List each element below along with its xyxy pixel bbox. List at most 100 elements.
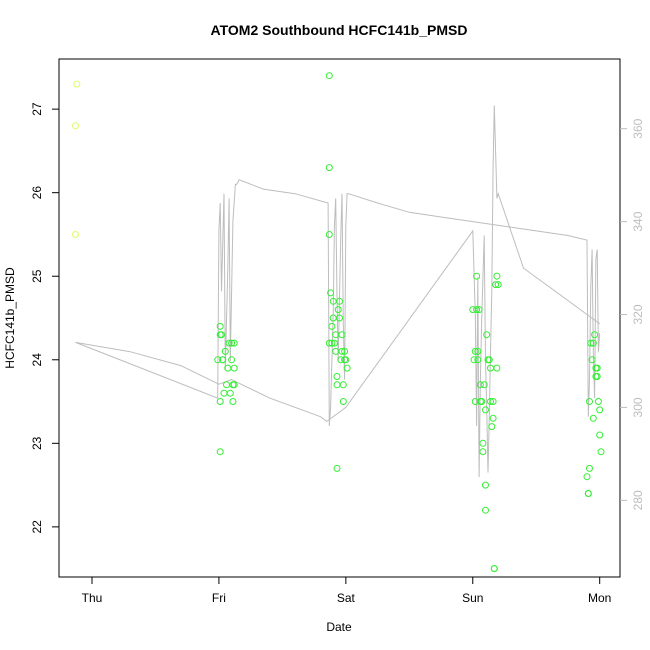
data-point — [343, 364, 351, 372]
data-point — [596, 431, 604, 439]
data-point — [228, 339, 236, 347]
data-point — [493, 364, 501, 372]
data-point — [596, 406, 604, 414]
data-point — [214, 356, 222, 364]
data-point — [341, 347, 349, 355]
data-point — [490, 565, 498, 573]
data-point — [325, 339, 333, 347]
data-point — [230, 339, 238, 347]
data-point — [229, 398, 237, 405]
data-point — [223, 381, 230, 389]
data-point — [482, 406, 489, 414]
line-series-group — [75, 105, 601, 478]
y-tick-label: 23 — [30, 436, 44, 450]
data-point — [474, 347, 482, 355]
data-point — [72, 231, 79, 238]
data-point — [230, 364, 238, 372]
data-point — [339, 398, 347, 405]
data-point — [591, 331, 599, 339]
data-point — [483, 331, 491, 339]
data-point — [586, 464, 593, 472]
data-point — [330, 339, 338, 347]
data-point — [342, 356, 350, 364]
data-point — [333, 381, 341, 389]
x-axis: Thu Fri Sat Sun Mon — [82, 577, 611, 605]
point-series-group — [72, 72, 605, 573]
x-tick-label: Thu — [82, 591, 103, 605]
data-point — [219, 356, 227, 364]
data-point — [485, 356, 493, 364]
x-tick-label: Sun — [462, 591, 483, 605]
data-point — [337, 356, 345, 364]
data-point — [336, 297, 343, 305]
y-tick-label: 24 — [30, 353, 44, 367]
data-point — [334, 306, 342, 314]
x-tick-label: Mon — [588, 591, 611, 605]
data-point — [220, 389, 228, 397]
data-point — [589, 414, 597, 422]
data-point — [325, 72, 333, 80]
data-point — [588, 356, 596, 364]
data-point — [216, 448, 224, 456]
data-point — [327, 289, 335, 297]
data-point — [230, 381, 238, 389]
data-point — [589, 339, 597, 347]
data-point — [489, 414, 497, 422]
data-point — [336, 314, 343, 322]
data-point — [328, 322, 336, 330]
x-axis-label: Date — [326, 620, 352, 634]
y2-tick-label: 340 — [631, 211, 645, 231]
y2-axis: 280 300 320 340 360 — [620, 118, 645, 510]
y2-tick-label: 360 — [631, 118, 645, 138]
line-series-1 — [75, 179, 601, 427]
data-point — [587, 339, 595, 347]
y-axis-label: HCFC141b_PMSD — [3, 267, 17, 369]
data-point — [594, 398, 602, 405]
data-point — [328, 339, 336, 347]
data-point — [73, 80, 81, 88]
data-point — [593, 364, 601, 372]
data-point — [478, 398, 486, 405]
data-point — [593, 373, 601, 380]
data-point — [216, 322, 224, 330]
data-point — [228, 356, 236, 364]
data-point — [597, 448, 605, 456]
data-point — [487, 398, 494, 405]
data-point — [325, 164, 333, 172]
data-point — [489, 398, 497, 405]
data-point — [216, 398, 224, 405]
x-tick-label: Sat — [337, 591, 356, 605]
data-point — [488, 423, 496, 431]
data-point — [471, 347, 479, 355]
data-point — [482, 506, 489, 514]
data-point — [338, 331, 346, 339]
plot-frame — [58, 58, 621, 578]
data-point — [476, 381, 484, 389]
data-point — [583, 473, 591, 481]
y2-tick-label: 280 — [631, 490, 645, 510]
data-point — [480, 381, 488, 389]
y2-tick-label: 300 — [631, 397, 645, 417]
data-point — [482, 481, 489, 489]
data-point — [333, 373, 341, 380]
data-point — [333, 464, 341, 472]
data-point — [221, 347, 229, 355]
data-point — [218, 331, 225, 339]
data-point — [494, 281, 502, 289]
x-tick-label: Fri — [212, 591, 226, 605]
y-tick-label: 27 — [30, 102, 44, 116]
chart-title: ATOM2 Southbound HCFC141b_PMSD — [211, 22, 468, 38]
data-point — [474, 356, 482, 364]
y-tick-label: 26 — [30, 186, 44, 200]
data-point — [473, 306, 481, 314]
data-point — [226, 389, 234, 397]
data-point — [584, 490, 592, 497]
y-tick-label: 25 — [30, 269, 44, 283]
data-point — [325, 231, 333, 238]
y-axis: 22 23 24 25 26 27 — [30, 102, 59, 534]
data-point — [339, 381, 347, 389]
data-point — [493, 272, 501, 280]
data-point — [475, 306, 483, 314]
data-point — [586, 398, 593, 405]
